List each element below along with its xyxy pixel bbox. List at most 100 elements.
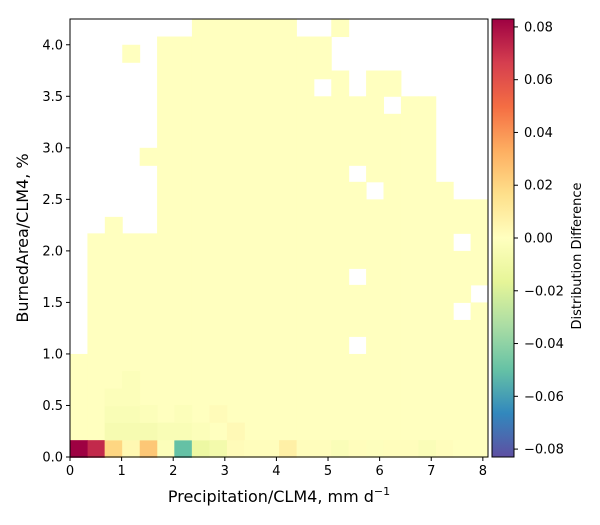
heatmap-support-cell	[139, 233, 158, 458]
heatmap-cell	[348, 440, 367, 458]
heatmap-cell	[226, 440, 245, 458]
heatmap-cell	[261, 440, 280, 458]
x-tick-label: 6	[375, 464, 383, 479]
heatmap-cell	[104, 440, 123, 458]
heatmap-support-cell	[313, 36, 332, 80]
heatmap-support-cell	[313, 96, 332, 458]
heatmap-cell	[122, 388, 141, 407]
heatmap-support-cell	[70, 353, 88, 458]
heatmap-support-cell	[226, 19, 245, 458]
heatmap-support-cell	[348, 96, 367, 166]
heatmap-support-cell	[244, 19, 263, 458]
heatmap-cell	[122, 405, 141, 423]
heatmap-support-cell	[296, 36, 315, 458]
heatmap-support-cell	[331, 19, 350, 38]
x-tick-label: 5	[324, 464, 332, 479]
heatmap-support-cell	[470, 199, 489, 286]
heatmap-cell	[279, 440, 297, 458]
heatmap-cell	[435, 440, 454, 458]
y-tick-label: 2.0	[42, 244, 63, 259]
heatmap-support-cell	[348, 353, 367, 458]
x-axis: 0 1 2 3 4 5 6 7 8	[66, 457, 487, 479]
y-tick-label: 3.0	[42, 141, 63, 156]
heatmap-cell	[191, 422, 210, 441]
heatmap-cell	[243, 440, 262, 458]
colorbar-tick-label: 0.08	[524, 20, 553, 35]
y-tick-label: 4.0	[42, 38, 63, 53]
heatmap-cell	[157, 422, 176, 441]
x-axis-label: Precipitation/CLM4, mm d−1	[168, 485, 390, 506]
x-tick-label: 1	[117, 464, 125, 479]
heatmap-cell	[70, 440, 88, 458]
y-tick-label: 0.5	[42, 399, 63, 414]
x-tick-label: 0	[66, 464, 74, 479]
heatmap-support-cell	[383, 70, 402, 97]
heatmap-cell	[313, 440, 332, 458]
heatmap-support-cell	[366, 70, 384, 183]
heatmap-cell	[104, 388, 123, 407]
heatmap-cell	[470, 440, 489, 458]
heatmap-support-cell	[209, 19, 228, 458]
plot-frame	[69, 18, 489, 458]
heatmap-cell	[139, 405, 158, 423]
colorbar-tick-label: 0.02	[524, 179, 553, 194]
y-tick-label: 1.5	[42, 296, 63, 311]
heatmap-support-cell	[139, 147, 158, 166]
heatmap-cell	[296, 440, 315, 458]
colorbar-tick-label: −0.08	[524, 443, 564, 458]
heatmap-support-cell	[435, 181, 454, 458]
heatmap-support-cell	[87, 233, 106, 458]
colorbar-tick-label: 0.00	[524, 232, 553, 247]
heatmap-support-cell	[348, 181, 367, 269]
y-tick-label: 1.0	[42, 347, 63, 362]
colorbar-tick-label: 0.06	[524, 73, 553, 88]
heatmap-cell	[122, 440, 141, 458]
x-tick-label: 3	[221, 464, 229, 479]
colorbar	[491, 18, 515, 458]
colorbar-ticks: 0.08 0.06 0.04 0.02 0.00 −0.02 −0.04 −0.06 −0.08	[514, 20, 564, 458]
heatmap-support-cell	[348, 284, 367, 337]
x-tick-label: 4	[272, 464, 280, 479]
x-tick-label: 8	[479, 464, 487, 479]
x-axis-label-main: Precipitation/CLM4, mm d	[168, 487, 374, 506]
heatmap-cell	[209, 405, 228, 423]
colorbar-tick-label: −0.04	[524, 337, 564, 352]
heatmap-support-cell	[383, 113, 402, 458]
heatmap-cell	[139, 422, 158, 441]
heatmap-cell	[366, 440, 385, 458]
heatmap-cell	[452, 440, 471, 458]
heatmap-support-cell	[400, 96, 419, 458]
heatmap-cell	[209, 440, 228, 458]
heatmap-cell	[418, 440, 437, 458]
heatmap-plot-area	[70, 19, 489, 458]
heatmap-support-cell	[174, 36, 193, 458]
heatmap-cell	[104, 422, 123, 441]
x-tick-label: 7	[427, 464, 435, 479]
x-axis-label-superscript: −1	[374, 485, 390, 498]
y-tick-label: 0.0	[42, 451, 63, 466]
heatmap-cell	[174, 405, 193, 423]
colorbar-tick-label: −0.06	[524, 390, 564, 405]
heatmap-support-cell	[366, 199, 384, 458]
heatmap-cell	[139, 440, 158, 458]
heatmap-cell	[104, 405, 123, 423]
heatmap-support-cell	[470, 302, 489, 458]
heatmap-cell	[191, 440, 210, 458]
heatmap-support-cell	[191, 19, 210, 458]
colorbar-label: Distribution Difference	[570, 183, 585, 330]
heatmap-support-cell	[453, 199, 472, 234]
heatmap-cell	[157, 440, 176, 458]
heatmap-cell	[383, 440, 402, 458]
heatmap-support-cell	[453, 319, 472, 458]
heatmap-support-cell	[122, 44, 141, 63]
heatmap-cell	[122, 371, 141, 389]
heatmap-cell	[400, 440, 419, 458]
heatmap-cell	[174, 440, 193, 458]
y-tick-label: 2.5	[42, 193, 63, 208]
heatmap-cell	[122, 422, 141, 441]
heatmap-support-cell	[453, 250, 472, 303]
y-axis-label: BurnedArea/CLM4, %	[13, 153, 32, 322]
heatmap-cell	[174, 422, 193, 441]
y-axis: 0.0 0.5 1.0 1.5 2.0 2.5 3.0 3.5 4.0	[42, 38, 70, 466]
